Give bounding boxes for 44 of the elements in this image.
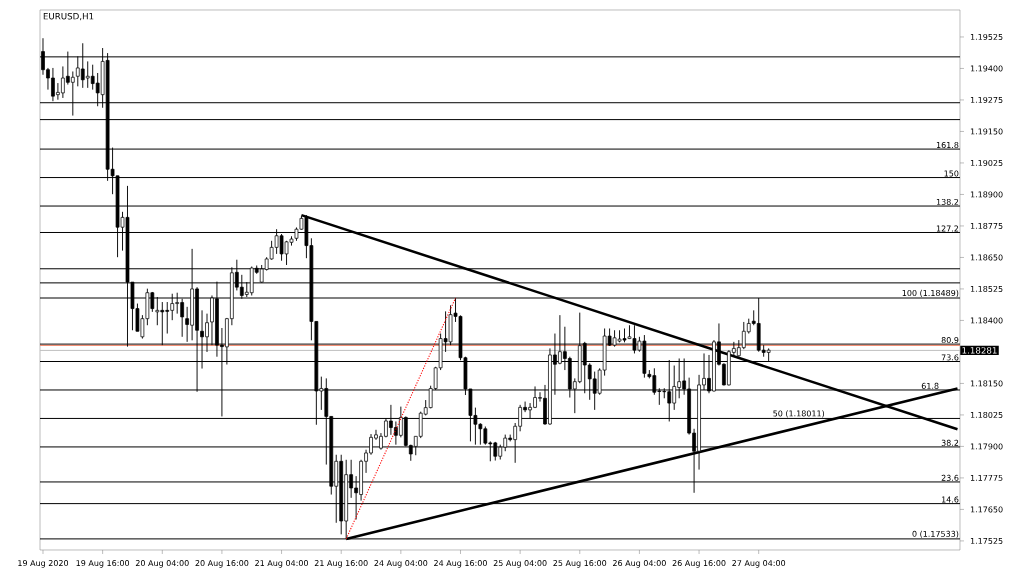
ref-line-label: 50 (1.18011)	[773, 410, 825, 418]
annotation: 80.9	[941, 337, 959, 344]
annotation: 127.2	[936, 225, 959, 232]
x-tick-label: 19 Aug 2020	[18, 560, 69, 568]
annotation: 14.6	[941, 496, 959, 503]
x-tick-label: 25 Aug 04:00	[493, 560, 547, 568]
annotation: 23.6	[941, 474, 959, 481]
y-tick-label: 1.18650	[970, 254, 1003, 261]
x-tick-label: 20 Aug 16:00	[195, 560, 249, 568]
y-tick-label: 1.18400	[970, 317, 1003, 324]
annotation: 161.8	[936, 141, 959, 149]
ref-line-label: 1.18281	[962, 347, 997, 354]
x-tick-label: 24 Aug 04:00	[374, 560, 428, 568]
y-tick-label: 1.17900	[970, 443, 1003, 450]
annotation: 73.6	[941, 354, 959, 361]
annotation: 138.2	[936, 198, 959, 205]
annotation: 61.8	[921, 382, 939, 389]
y-tick-label: 1.19150	[970, 128, 1003, 135]
y-tick-label: 1.18150	[970, 380, 1003, 387]
ref-line-label: 0 (1.17533)	[912, 530, 959, 538]
chart-title: EURUSD,H1	[43, 12, 94, 21]
annotation: 38.2	[941, 439, 959, 446]
x-tick-label: 20 Aug 04:00	[135, 560, 189, 568]
y-tick-label: 1.17650	[970, 506, 1003, 513]
y-tick-label: 1.19025	[970, 159, 1003, 166]
x-tick-label: 24 Aug 16:00	[434, 560, 487, 568]
y-tick-label: 1.18775	[970, 222, 1003, 229]
x-tick-label: 27 Aug 04:00	[732, 560, 786, 568]
x-tick-label: 21 Aug 04:00	[255, 560, 308, 568]
y-tick-label: 1.19275	[970, 96, 1003, 103]
y-tick-label: 1.19525	[970, 33, 1003, 40]
x-tick-label: 26 Aug 16:00	[672, 560, 726, 568]
x-tick-label: 19 Aug 16:00	[76, 560, 130, 568]
y-tick-label: 1.18025	[970, 411, 1003, 418]
x-tick-label: 26 Aug 04:00	[613, 560, 666, 568]
y-tick-label: 1.19400	[970, 65, 1003, 72]
x-tick-label: 25 Aug 16:00	[553, 560, 607, 568]
ref-line-label: 100 (1.18489)	[902, 289, 959, 297]
y-tick-label: 1.17525	[970, 537, 1003, 544]
x-tick-label: 21 Aug 16:00	[314, 560, 368, 568]
y-tick-label: 1.18525	[970, 285, 1003, 292]
annotation: 150	[944, 170, 959, 177]
y-tick-label: 1.18900	[970, 191, 1003, 198]
y-tick-label: 1.17775	[970, 474, 1003, 481]
